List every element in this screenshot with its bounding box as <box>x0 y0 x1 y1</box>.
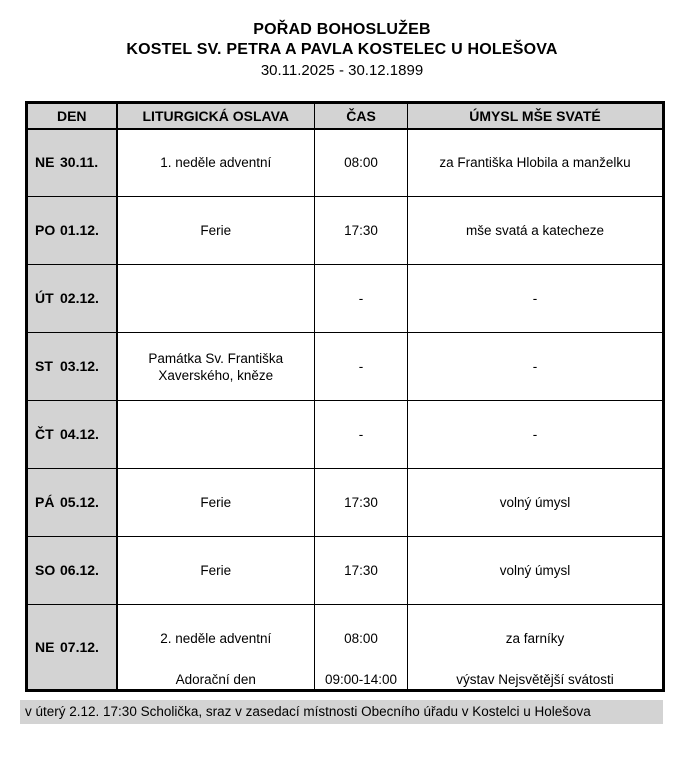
table-row: NE 30.11. 1. neděle adventní 08:00 za Franti… <box>26 128 664 197</box>
time-cell: 08:00 <box>314 128 408 197</box>
column-header-intention: ÚMYSL MŠE SVATÉ <box>407 102 664 130</box>
intention-cell-line-1: za farníky <box>505 630 565 646</box>
day-cell: PO 01.12. <box>26 196 118 265</box>
day-date: 01.12. <box>60 222 99 238</box>
day-abbreviation: SO <box>35 562 56 578</box>
table-row: PÁ 05.12. Ferie 17:30 volný úmysl <box>26 468 664 537</box>
table-row: PO 01.12. Ferie 17:30 mše svatá a katecheze <box>26 196 664 265</box>
day-cell: ÚT 02.12. <box>26 264 118 333</box>
day-abbreviation: ČT <box>35 426 54 442</box>
table-row: ÚT 02.12. - - <box>26 264 664 333</box>
column-header-celebration: LITURGICKÁ OSLAVA <box>116 102 315 130</box>
day-date: 07.12. <box>60 638 99 655</box>
date-range: 30.11.2025 - 30.12.1899 <box>260 62 424 79</box>
intention-cell: - <box>407 400 664 469</box>
celebration-cell-line-1: 2. neděle adventní <box>160 630 272 646</box>
header-row: DEN LITURGICKÁ OSLAVA ČAS ÚMYSL MŠE SVAT… <box>26 102 664 130</box>
document-header: POŘAD BOHOSLUŽEB KOSTEL SV. PETRA A PAVL… <box>0 0 684 81</box>
time-cell: 08:00 09:00-14:00 <box>314 604 408 691</box>
day-date: 04.12. <box>60 426 99 442</box>
intention-cell: mše svatá a katecheze <box>407 196 664 265</box>
day-abbreviation: ÚT <box>35 290 54 306</box>
day-abbreviation: NE <box>35 154 55 171</box>
table-row: NE 07.12. 2. neděle adventní Adorační den 08… <box>26 604 664 691</box>
table-row: ČT 04.12. - - <box>26 400 664 469</box>
celebration-cell-line-2: Adorační den <box>175 672 256 687</box>
day-abbreviation: ST <box>35 358 53 374</box>
intention-cell-line-2: výstav Nejsvětější svátosti <box>456 672 614 687</box>
celebration-cell: Ferie <box>116 536 315 605</box>
time-cell: 17:30 <box>314 536 408 605</box>
table-row: ST 03.12. Památka Sv. Františka Xaverského… <box>26 332 664 401</box>
intention-cell: - <box>407 264 664 333</box>
page-subtitle: KOSTEL SV. PETRA A PAVLA KOSTELEC U HOLE… <box>126 41 558 58</box>
time-cell: - <box>314 264 408 333</box>
intention-cell: za Františka Hlobila a manželku <box>407 128 664 197</box>
time-cell: - <box>314 332 408 401</box>
day-cell: ČT 04.12. <box>26 400 118 469</box>
intention-cell: - <box>407 332 664 401</box>
celebration-cell: Ferie <box>116 196 315 265</box>
time-cell-line-1: 08:00 <box>344 630 378 646</box>
time-cell-line-2: 09:00-14:00 <box>324 672 398 687</box>
time-cell: 17:30 <box>314 196 408 265</box>
celebration-cell: 2. neděle adventní Adorační den <box>116 604 315 691</box>
column-header-day: DEN <box>26 102 118 130</box>
footnote: v úterý 2.12. 17:30 Scholička, sraz v za… <box>20 700 663 724</box>
celebration-cell: 1. neděle adventní <box>116 128 315 197</box>
column-header-time: ČAS <box>314 102 408 130</box>
celebration-cell <box>116 264 315 333</box>
day-cell: SO 06.12. <box>26 536 118 605</box>
day-abbreviation: PÁ <box>35 494 55 510</box>
table-header: DEN LITURGICKÁ OSLAVA ČAS ÚMYSL MŠE SVAT… <box>26 102 664 130</box>
day-cell: NE 30.11. <box>26 128 118 197</box>
celebration-cell: Památka Sv. Františka Xaverského, kněze <box>116 332 315 401</box>
day-cell: PÁ 05.12. <box>26 468 118 537</box>
time-cell: - <box>314 400 408 469</box>
intention-cell: volný úmysl <box>407 468 664 537</box>
day-date: 02.12. <box>60 290 99 306</box>
celebration-cell: Ferie <box>116 468 315 537</box>
day-abbreviation: NE <box>35 638 55 655</box>
day-cell: ST 03.12. <box>26 332 118 401</box>
page-title: POŘAD BOHOSLUŽEB <box>253 21 431 38</box>
day-date: 05.12. <box>60 494 99 510</box>
table-body: NE 30.11. 1. neděle adventní 08:00 za Franti… <box>26 128 664 691</box>
celebration-cell <box>116 400 315 469</box>
day-cell: NE 07.12. <box>26 604 118 691</box>
intention-cell: za farníky výstav Nejsvětější svátosti <box>407 604 664 691</box>
day-date: 30.11. <box>60 154 99 171</box>
day-date: 06.12. <box>60 562 99 578</box>
day-date: 03.12. <box>60 358 99 374</box>
intention-cell: volný úmysl <box>407 536 664 605</box>
schedule-table: DEN LITURGICKÁ OSLAVA ČAS ÚMYSL MŠE SVAT… <box>25 101 665 692</box>
table-row: SO 06.12. Ferie 17:30 volný úmysl <box>26 536 664 605</box>
time-cell: 17:30 <box>314 468 408 537</box>
day-abbreviation: PO <box>35 222 56 238</box>
